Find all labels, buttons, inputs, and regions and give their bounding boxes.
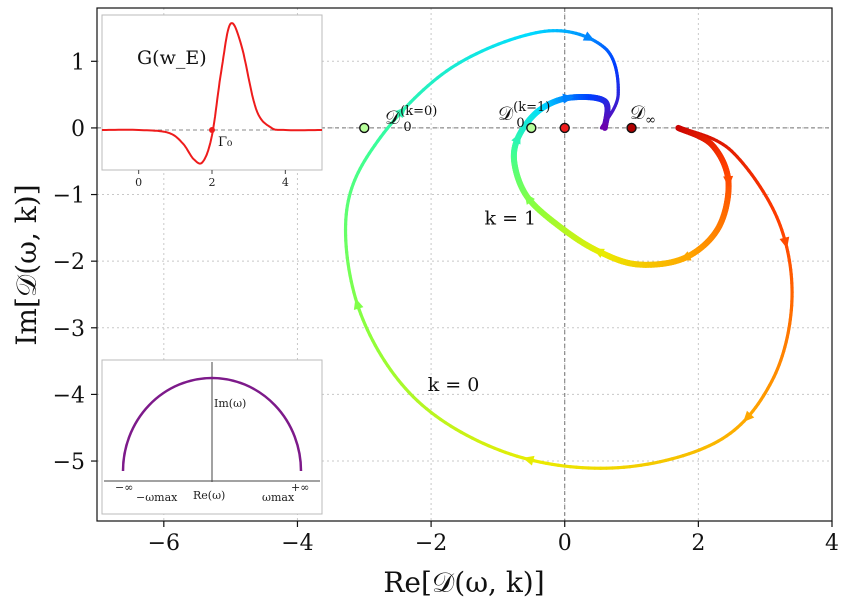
inset-gwe-curve (102, 22, 322, 165)
contour-tick-pos-inf: +∞ (291, 481, 309, 494)
inset-gwe-tick-label-2: 4 (282, 176, 289, 189)
x-tick-label-5: 4 (825, 531, 839, 556)
contour-arc (121, 376, 303, 472)
x-tick-label-1: −4 (281, 531, 313, 556)
y-tick-label-5: −4 (53, 383, 85, 408)
series-0-arrow (743, 410, 755, 423)
series-0-arrow (582, 31, 595, 41)
inset-gwe-title: G(w_E) (137, 47, 207, 69)
y-tick-label-3: −2 (53, 250, 85, 275)
inset-gwe-marker-label: Γ₀ (218, 135, 232, 150)
y-tick-label-0: 1 (71, 50, 85, 75)
series-1-arrow (679, 251, 692, 261)
series-group (343, 29, 794, 470)
marker-2 (559, 122, 570, 134)
marker-0 (359, 122, 370, 134)
contour-im-label: Im(ω) (214, 397, 246, 410)
x-axis-label: Re[𝒟(ω, k)] (383, 566, 544, 599)
x-tick-label-3: 0 (558, 531, 572, 556)
annotation-k1: k = 1 (485, 208, 537, 230)
marker-label-d0-k0: 𝒟(k=0) 0 (385, 104, 437, 135)
x-tick-label-2: −2 (415, 531, 447, 556)
contour-re-label: Re(ω) (193, 489, 225, 502)
series-0-arrow (522, 455, 535, 466)
contour-tick-wmax: ωmax (262, 491, 295, 504)
contour-tick-neg-inf: −∞ (115, 481, 133, 494)
inset-contour: Im(ω) Re(ω) −∞ −ωmax ωmax +∞ (101, 359, 323, 515)
series-0-arrow (395, 106, 407, 119)
series-0-arrow (779, 236, 790, 249)
y-axis-label: Im[𝒟(ω, k)] (10, 184, 43, 345)
series-1-arrow (592, 248, 605, 258)
y-tick-label-1: 0 (71, 117, 85, 142)
marker-label-d0-k1: 𝒟(k=1) 0 (498, 100, 550, 131)
marker-1 (526, 122, 537, 134)
inset-gwe-tick-label-0: 0 (135, 176, 142, 189)
series-1-arrow (723, 175, 734, 188)
y-tick-label-2: −1 (53, 184, 85, 209)
annotation-k0: k = 0 (428, 374, 480, 396)
plot-frame (96, 7, 833, 522)
x-tick-label-0: −6 (148, 531, 180, 556)
inset-gwe: G(w_E) Γ₀ 0 2 4 (101, 14, 323, 189)
series-0 (343, 29, 794, 470)
marker-group (359, 122, 637, 134)
series-1-arrow (524, 192, 535, 205)
inset-gwe-tick-label-1: 2 (209, 176, 216, 189)
x-tick-label-4: 2 (691, 531, 705, 556)
series-1 (510, 93, 734, 268)
series-1-arrow (562, 93, 575, 104)
contour-tick-neg-wmax: −ωmax (136, 491, 178, 504)
tick-group: −6 −4 −2 0 2 4 1 0 −1 −2 −3 −4 −5 (53, 50, 839, 556)
y-tick-label-6: −5 (53, 450, 85, 475)
series-1-arrow (511, 132, 521, 145)
main-plot: −6 −4 −2 0 2 410−1−2−3−4−5 𝒟(k=0) 0 𝒟(k=1) 0 𝒟∞… (10, 7, 839, 599)
inset-gwe-ticks: 0 2 4 (135, 170, 289, 189)
marker-3 (626, 122, 637, 134)
y-tick-label-4: −3 (53, 317, 85, 342)
inset-gwe-marker (209, 127, 215, 133)
series-0-arrow (353, 298, 364, 311)
inset-gwe-frame (101, 14, 323, 171)
